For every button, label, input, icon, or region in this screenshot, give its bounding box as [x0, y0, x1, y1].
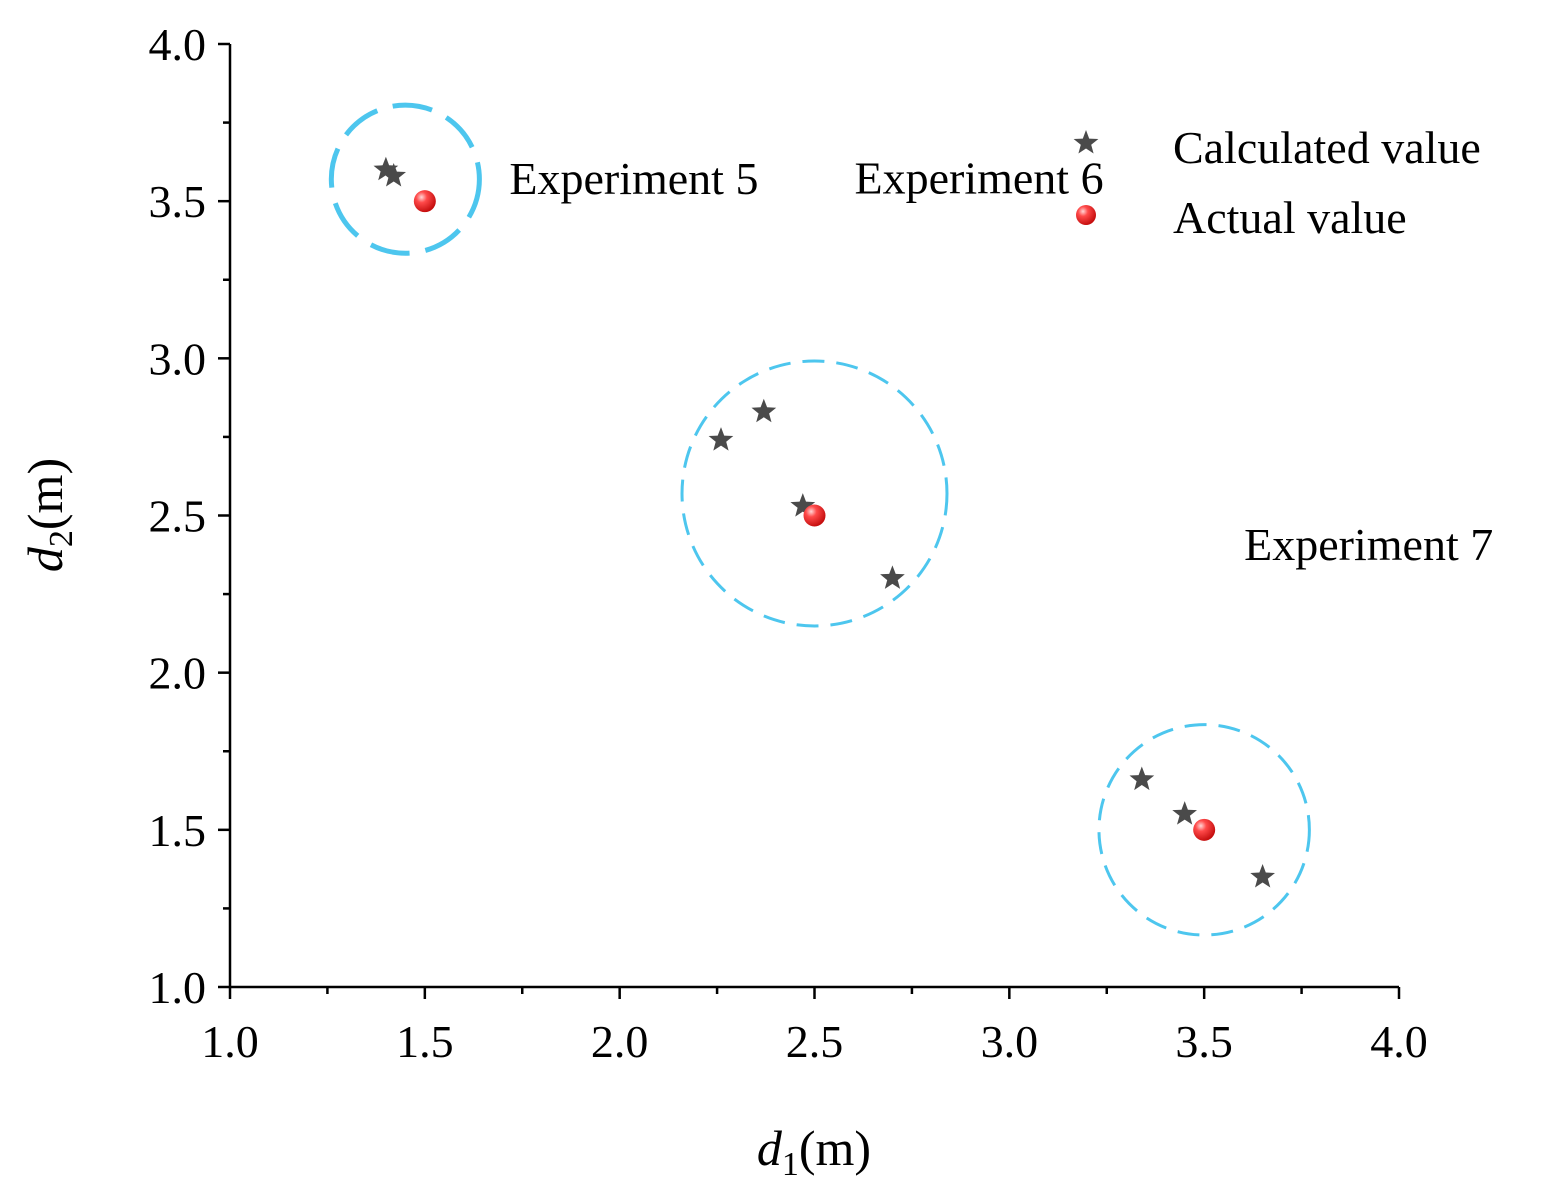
x-tick-label: 3.0 [981, 1016, 1039, 1067]
x-tick-label: 1.0 [201, 1016, 259, 1067]
cluster-circles [328, 102, 1311, 937]
actual-point [413, 190, 436, 213]
y-tick-label: 1.5 [149, 805, 207, 856]
calculated-point [381, 163, 406, 187]
x-axis-title-unit: (m) [799, 1120, 871, 1176]
calculated-point [1250, 864, 1275, 888]
actual-point [1193, 818, 1216, 841]
x-axis-title: d1(m) [757, 1120, 871, 1183]
x-axis-title-sub: 1 [782, 1146, 799, 1183]
legend-label-calculated: Calculated value [1173, 122, 1481, 173]
data-points [373, 156, 1275, 888]
legend: Calculated value Actual value [1073, 122, 1481, 243]
y-axis-title-unit: (m) [17, 458, 73, 530]
x-tick-label: 2.0 [591, 1016, 649, 1067]
y-tick-label: 2.0 [149, 648, 207, 699]
calculated-point [790, 493, 816, 517]
cluster-label-6: Experiment 6 [855, 152, 1104, 203]
calculated-point [373, 156, 399, 181]
legend-sphere-icon [1076, 205, 1096, 225]
y-axis-title-var: d [17, 546, 73, 572]
x-tick-label: 4.0 [1370, 1016, 1428, 1067]
x-tick-label: 1.5 [396, 1016, 454, 1067]
y-tick-label: 1.0 [149, 962, 207, 1013]
y-axis-title-sub: 2 [43, 530, 80, 547]
cluster-label-5: Experiment 5 [509, 153, 758, 204]
cluster-labels: Experiment 5 Experiment 6 Experiment 7 [509, 152, 1493, 569]
x-tick-label: 2.5 [786, 1016, 844, 1067]
y-tick-label: 3.0 [149, 333, 207, 384]
y-tick-label: 2.5 [149, 491, 207, 542]
calculated-point [880, 565, 905, 589]
x-tick-label: 3.5 [1175, 1016, 1233, 1067]
x-axis-title-var: d [757, 1120, 783, 1176]
calculated-point [1129, 766, 1155, 791]
calculated-point [751, 398, 777, 423]
calculated-point [708, 427, 734, 451]
cluster-circle-6 [680, 359, 949, 628]
y-tick-label: 3.5 [149, 176, 207, 227]
cluster-circle-7 [1097, 723, 1311, 937]
legend-star-icon [1073, 130, 1099, 154]
legend-star-shape [1073, 130, 1099, 154]
y-tick-label: 4.0 [149, 19, 207, 70]
cluster-circle-5 [328, 102, 482, 256]
y-axis-title: d2(m) [17, 458, 80, 572]
calculated-point [1172, 801, 1197, 825]
cluster-label-7: Experiment 7 [1244, 519, 1493, 570]
axis-ticks: 1.0 1.5 2.0 2.5 3.0 3.5 4.0 1.0 1.5 2.0 2.5 3.0 3.5 4… [149, 19, 1428, 1067]
actual-point [803, 504, 826, 527]
legend-label-actual: Actual value [1173, 192, 1407, 243]
